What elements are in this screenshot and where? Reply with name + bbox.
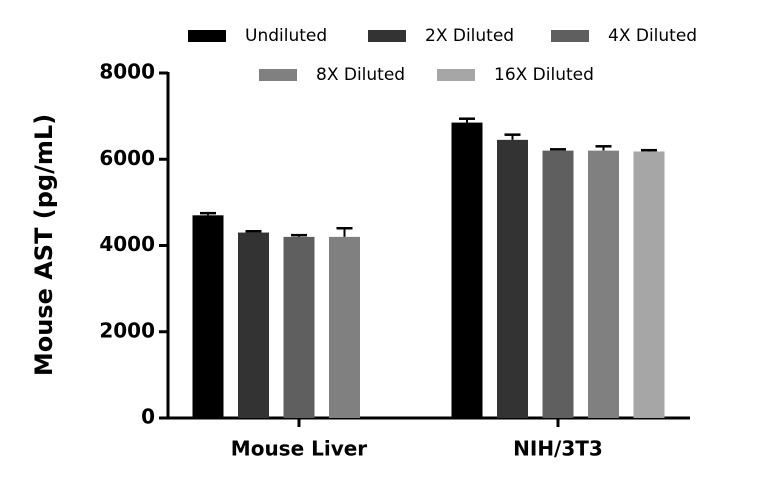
x-tick-label: NIH/3T3 (513, 437, 603, 461)
legend-swatch (551, 30, 589, 42)
x-tick-label: Mouse Liver (231, 437, 368, 461)
legend-label: 16X Diluted (494, 65, 594, 85)
y-tick-label: 8000 (99, 60, 155, 84)
y-tick-label: 0 (141, 405, 155, 429)
legend-label: 8X Diluted (316, 65, 405, 85)
bar (192, 215, 224, 418)
legend-swatch (188, 30, 226, 42)
bar (451, 122, 483, 418)
y-tick-label: 2000 (99, 318, 155, 342)
bar (588, 150, 619, 418)
bar (283, 236, 315, 418)
y-tick-label: 4000 (99, 232, 155, 256)
bar (497, 139, 528, 418)
bar (329, 236, 360, 418)
bar (238, 232, 269, 418)
y-axis-label: Mouse AST (pg/mL) (30, 114, 58, 376)
legend-swatch (259, 69, 297, 81)
bar (633, 151, 665, 419)
legend-swatch (368, 30, 406, 42)
legend-label: 4X Diluted (608, 26, 697, 46)
y-tick-label: 6000 (99, 146, 155, 170)
legend-swatch (437, 69, 475, 81)
legend-label: Undiluted (245, 26, 327, 46)
bar (542, 150, 574, 418)
legend-label: 2X Diluted (425, 26, 514, 46)
